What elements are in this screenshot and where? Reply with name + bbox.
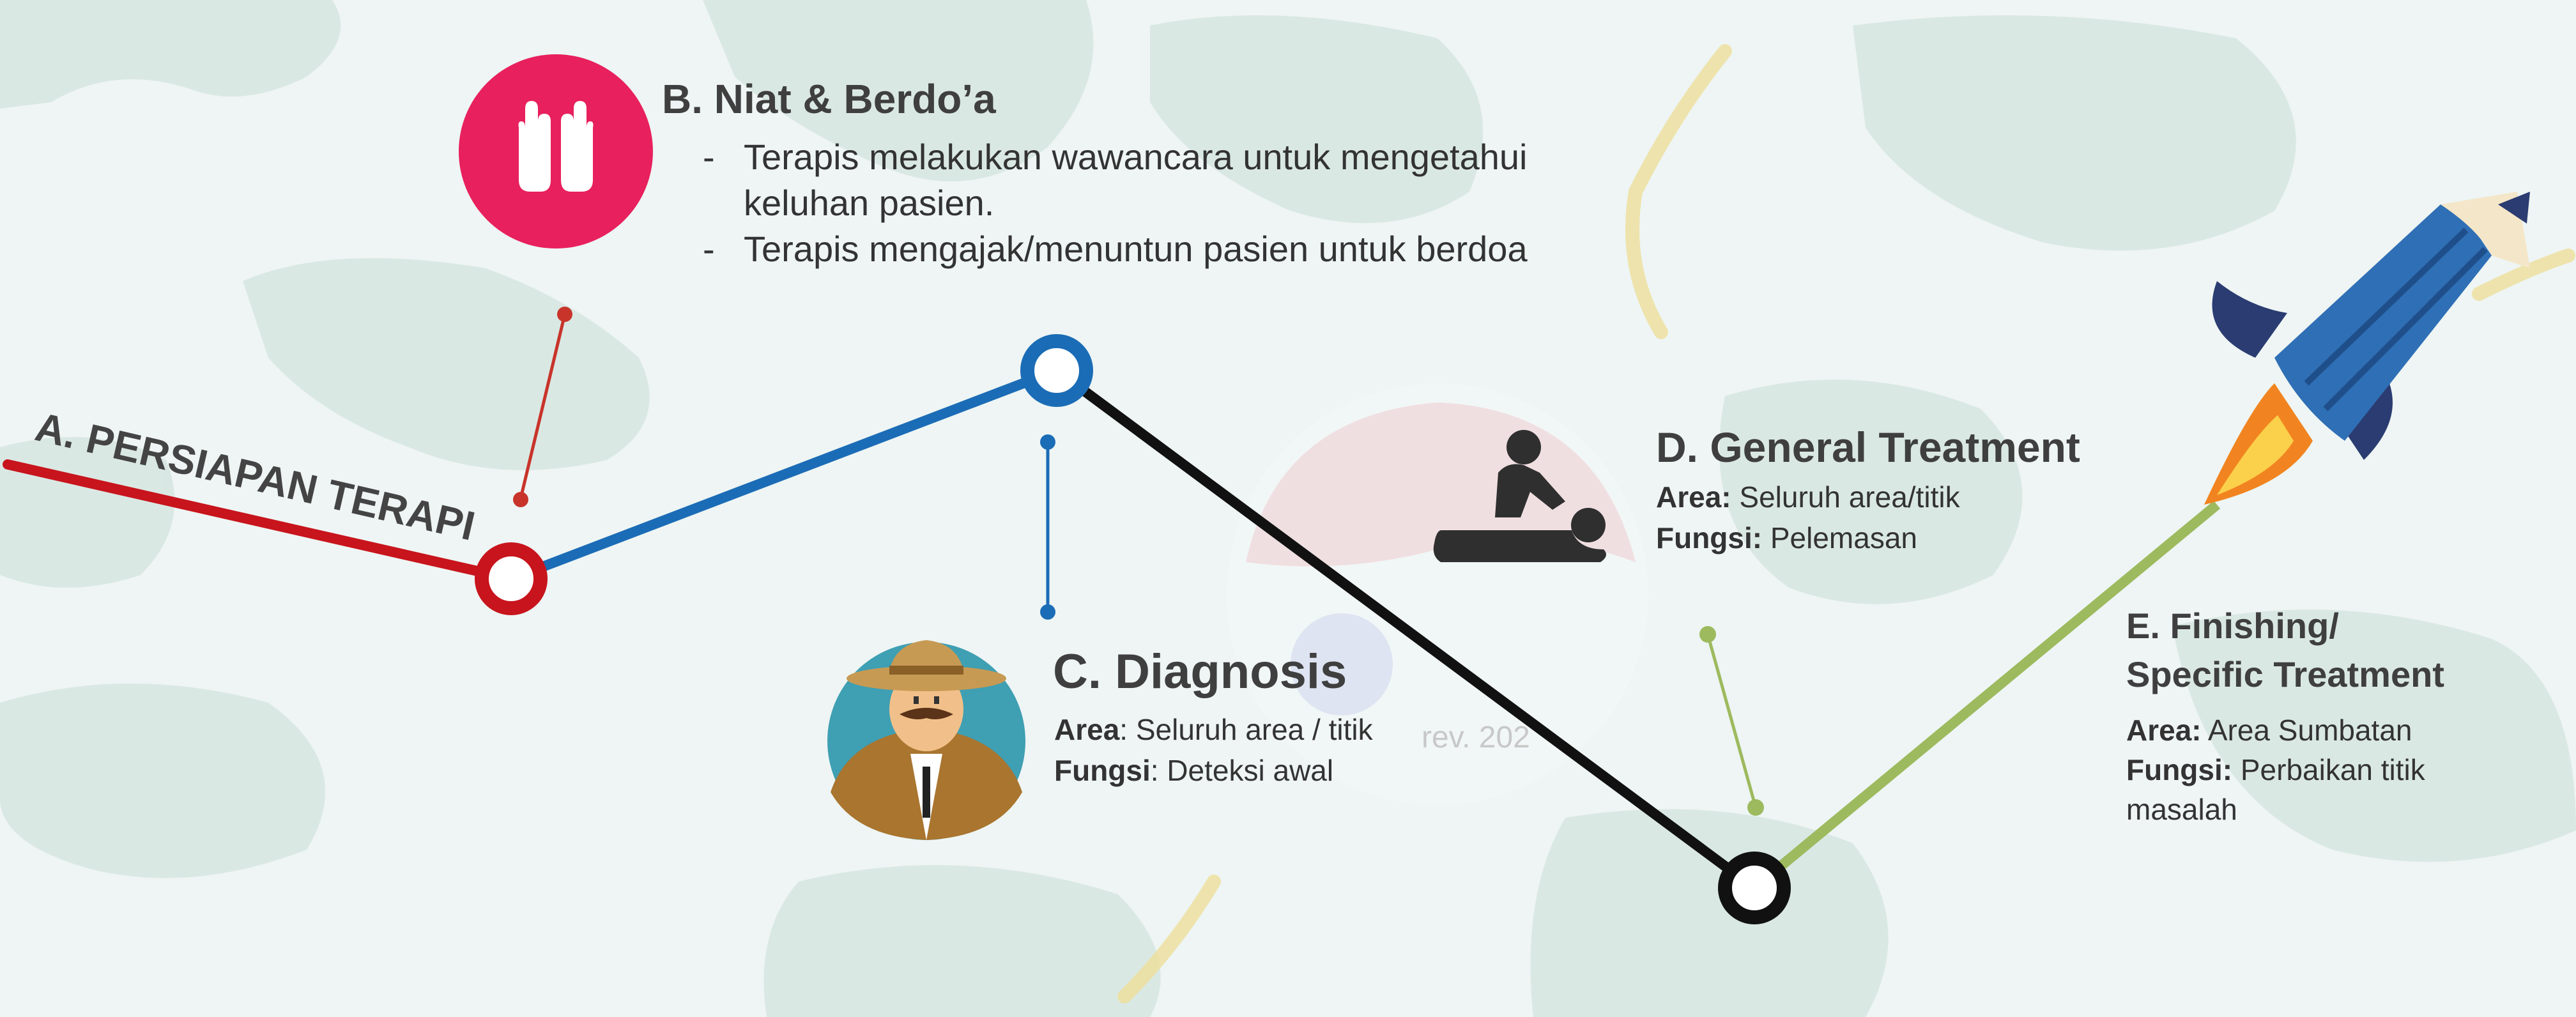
area-label: Area: bbox=[1656, 480, 1731, 514]
pin-c bbox=[1040, 434, 1055, 620]
segment-b-line bbox=[509, 365, 1059, 584]
fungsi-value: Pelemasan bbox=[1762, 521, 1917, 554]
bullet-dash: - bbox=[703, 137, 715, 177]
segment-e-line bbox=[1751, 500, 2221, 892]
detective-icon bbox=[827, 640, 1025, 840]
segment-c-line bbox=[1054, 366, 1758, 892]
pin-b bbox=[513, 307, 572, 507]
step-e-details: Area: Area Sumbatan Fungsi: Perbaikan ti… bbox=[2126, 710, 2510, 829]
pin-d bbox=[1699, 626, 1764, 816]
praying-hands-icon bbox=[459, 54, 653, 249]
fungsi-label: Fungsi bbox=[1054, 754, 1151, 787]
fungsi-label: Fungsi: bbox=[1656, 521, 1763, 554]
bullet-dash: - bbox=[703, 229, 715, 269]
watermark-text: rev. 202 bbox=[1422, 721, 1530, 754]
node-a bbox=[475, 542, 548, 615]
area-value: Seluruh area/titik bbox=[1731, 480, 1960, 514]
massage-icon bbox=[1433, 430, 1606, 562]
step-d-title: D. General Treatment bbox=[1656, 424, 2080, 471]
fungsi-label: Fungsi: bbox=[2126, 753, 2233, 786]
area-label: Area: bbox=[2126, 714, 2202, 747]
step-b-bullet-1: - Terapis melakukan wawancara untuk meng… bbox=[703, 134, 1533, 226]
step-e-title-line1: E. Finishing/ bbox=[2126, 606, 2339, 646]
fungsi-value: : Deteksi awal bbox=[1150, 754, 1334, 787]
step-b-title: B. Niat & Berdo’a bbox=[662, 76, 996, 122]
rocket-icon bbox=[2204, 192, 2530, 505]
node-c bbox=[1718, 852, 1791, 924]
bullet-text: Terapis melakukan wawancara untuk menget… bbox=[744, 137, 1528, 223]
step-b-bullets: - Terapis melakukan wawancara untuk meng… bbox=[703, 134, 1533, 272]
step-b-bullet-2: - Terapis mengajak/menuntun pasien untuk… bbox=[703, 226, 1533, 272]
area-label: Area bbox=[1054, 713, 1120, 746]
step-e-title-line2: Specific Treatment bbox=[2126, 654, 2444, 694]
step-d-details: Area: Seluruh area/titik Fungsi: Pelemas… bbox=[1656, 477, 1960, 558]
area-value: : Seluruh area / titik bbox=[1119, 713, 1373, 746]
fungsi-value: Perbaikan titik masalah bbox=[2126, 753, 2425, 826]
step-c-title: C. Diagnosis bbox=[1053, 645, 1347, 699]
node-b bbox=[1020, 334, 1093, 407]
bullet-text: Terapis mengajak/menuntun pasien untuk b… bbox=[744, 229, 1528, 269]
segment-a-line bbox=[3, 459, 516, 584]
step-e-title: E. Finishing/ Specific Treatment bbox=[2126, 602, 2444, 699]
step-c-details: Area: Seluruh area / titik Fungsi: Detek… bbox=[1054, 709, 1373, 791]
area-value: Area Sumbatan bbox=[2201, 714, 2412, 747]
map-yellow-strips bbox=[1117, 44, 2575, 1004]
